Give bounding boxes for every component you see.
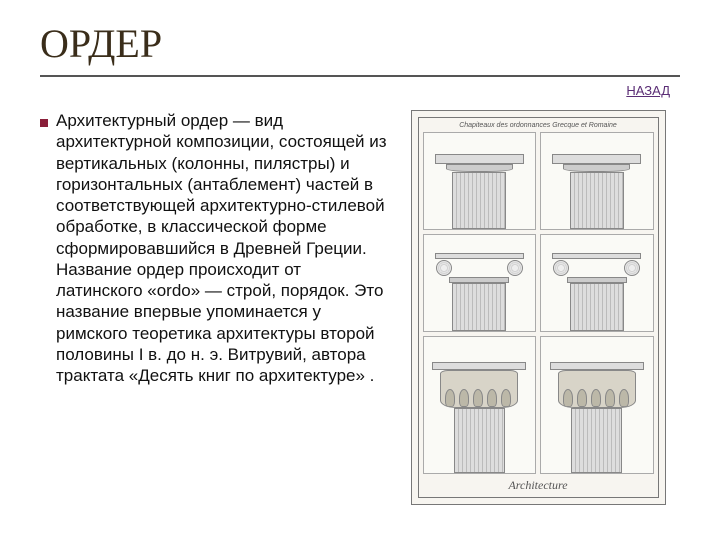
body-paragraph: Архитектурный ордер — вид архитектурной … <box>56 110 390 386</box>
architectural-plate: Chapiteaux des ordonnances Grecque et Ro… <box>411 110 666 505</box>
plate-footer: Architecture <box>423 478 654 493</box>
square-bullet-icon <box>40 119 48 127</box>
page-title: ОРДЕР <box>40 20 680 67</box>
plate-grid <box>423 132 654 474</box>
plate-header: Chapiteaux des ordonnances Grecque et Ro… <box>423 122 654 129</box>
corinthian-capital-left <box>423 336 537 474</box>
divider <box>40 75 680 77</box>
bullet-row: Архитектурный ордер — вид архитектурной … <box>40 110 390 386</box>
back-link[interactable]: НАЗАД <box>40 83 680 98</box>
image-column: Chapiteaux des ordonnances Grecque et Ro… <box>408 110 668 505</box>
doric-capital-left <box>423 132 537 230</box>
ionic-capital-right <box>540 234 654 332</box>
slide: ОРДЕР НАЗАД Архитектурный ордер — вид ар… <box>0 0 720 540</box>
content-row: Архитектурный ордер — вид архитектурной … <box>40 110 680 505</box>
plate-inner: Chapiteaux des ordonnances Grecque et Ro… <box>418 117 659 498</box>
ionic-capital-left <box>423 234 537 332</box>
corinthian-capital-right <box>540 336 654 474</box>
doric-capital-right <box>540 132 654 230</box>
text-column: Архитектурный ордер — вид архитектурной … <box>40 110 390 505</box>
